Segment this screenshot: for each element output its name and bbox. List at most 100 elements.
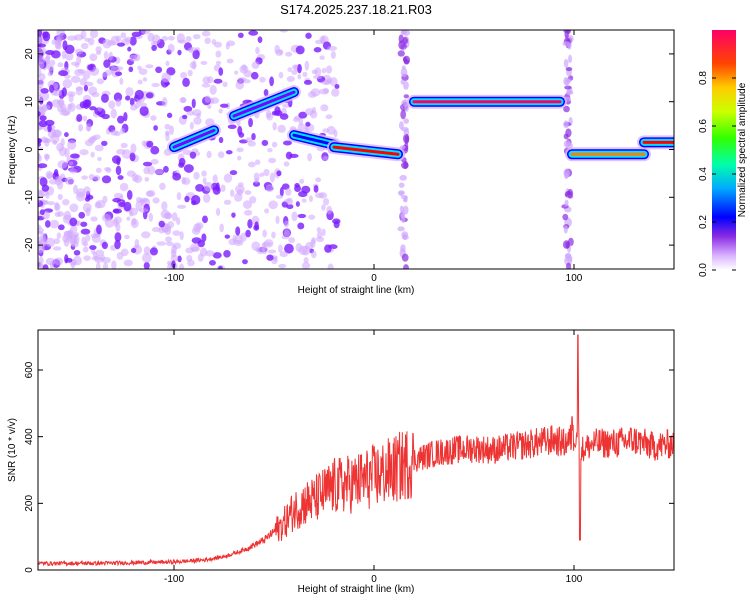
noise-blob [152, 197, 160, 204]
noise-blob [288, 237, 296, 244]
noise-blob [263, 239, 274, 248]
y-tick-label: 10 [24, 96, 35, 108]
noise-blob [283, 161, 290, 167]
noise-blob [38, 56, 46, 65]
noise-blob [158, 220, 165, 228]
noise-blob [212, 174, 218, 183]
noise-blob [185, 36, 192, 42]
noise-blob [45, 49, 55, 55]
noise-blob [325, 114, 333, 120]
noise-blob [178, 263, 185, 269]
noise-blob [105, 167, 112, 173]
noise-blob [91, 233, 101, 243]
noise-blob [166, 241, 174, 247]
noise-blob [182, 177, 191, 185]
noise-blob [278, 71, 284, 79]
noise-blob [202, 193, 211, 203]
noise-blob [210, 182, 219, 191]
spectrogram-y-ticks: -20 -10 0 10 20 [24, 48, 674, 252]
x-tick-label: -100 [164, 273, 184, 284]
vertical-streak-blob [563, 225, 568, 234]
noise-blob [267, 147, 273, 153]
noise-blob [305, 32, 312, 39]
noise-blob [164, 123, 171, 130]
noise-blob [111, 260, 117, 269]
noise-blob [223, 249, 231, 258]
noise-blob [39, 209, 45, 215]
noise-blob [262, 229, 267, 238]
noise-blob [191, 200, 197, 206]
noise-blob [64, 52, 74, 61]
noise-blob [176, 217, 181, 226]
noise-blob [146, 140, 154, 148]
noise-blob [301, 185, 311, 194]
noise-blob [187, 47, 198, 52]
noise-blob [177, 49, 182, 56]
noise-blob [110, 108, 117, 119]
noise-blob [156, 241, 167, 246]
noise-blob [138, 68, 148, 75]
noise-blob [96, 224, 102, 235]
noise-blob [113, 66, 124, 71]
noise-blob [295, 45, 305, 55]
noise-blob [187, 259, 195, 267]
noise-blob [241, 64, 247, 71]
noise-blob [82, 202, 92, 213]
noise-blob [319, 88, 329, 95]
noise-blob [326, 205, 333, 215]
noise-blob [94, 144, 104, 152]
noise-blob [318, 192, 328, 199]
noise-blob [85, 234, 91, 242]
colorbar-gradient [712, 30, 736, 270]
noise-blob [310, 239, 316, 248]
noise-blob [285, 51, 293, 57]
colorbar-tick-label: 0.8 [698, 71, 709, 85]
noise-blob [150, 158, 159, 165]
noise-blob [64, 132, 69, 138]
noise-blob [129, 152, 136, 162]
noise-blob [286, 204, 294, 210]
noise-blob [59, 109, 70, 116]
noise-blob [279, 30, 289, 33]
noise-blob [167, 35, 175, 41]
noise-blob [54, 211, 61, 217]
noise-blob [293, 117, 300, 123]
noise-blob [142, 161, 153, 167]
noise-blob [235, 226, 241, 236]
noise-blob [73, 249, 81, 256]
noise-blob [148, 212, 154, 222]
noise-blob [83, 255, 91, 262]
noise-blob [186, 110, 195, 116]
noise-blob [57, 160, 68, 169]
x-tick-label: 0 [371, 273, 377, 284]
noise-blob [129, 54, 138, 62]
noise-blob [298, 118, 304, 126]
noise-blob [123, 111, 128, 122]
noise-blob [38, 30, 43, 38]
noise-blob [237, 155, 242, 161]
vertical-streak-blob [401, 231, 409, 239]
noise-blob [189, 121, 194, 130]
noise-blob [42, 264, 49, 269]
noise-blob [45, 170, 54, 179]
noise-blob [57, 62, 64, 68]
vertical-streak-blob [567, 188, 574, 199]
noise-blob [38, 78, 45, 88]
noise-blob [322, 155, 329, 162]
noise-blob [101, 175, 112, 184]
noise-blob [117, 115, 125, 124]
noise-blob [321, 204, 326, 211]
noise-blob [203, 181, 213, 192]
noise-blob [201, 30, 211, 37]
noise-blob [294, 184, 302, 193]
noise-blob [322, 198, 330, 206]
noise-blob [215, 50, 222, 58]
noise-blob [206, 150, 212, 159]
noise-blob [80, 42, 89, 50]
vertical-streak-blob [403, 94, 409, 99]
noise-blob [159, 182, 166, 191]
noise-blob [308, 214, 316, 220]
noise-blob [191, 98, 196, 109]
noise-blob [143, 246, 151, 255]
noise-blob [38, 142, 42, 147]
